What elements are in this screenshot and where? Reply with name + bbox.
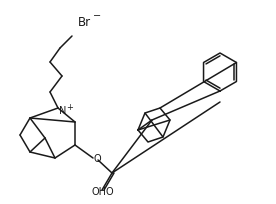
Text: O: O: [94, 154, 102, 164]
Text: N: N: [59, 106, 66, 116]
Text: +: +: [66, 102, 73, 112]
Text: OHO: OHO: [91, 187, 114, 197]
Text: Br: Br: [78, 16, 91, 29]
Text: −: −: [93, 11, 101, 21]
